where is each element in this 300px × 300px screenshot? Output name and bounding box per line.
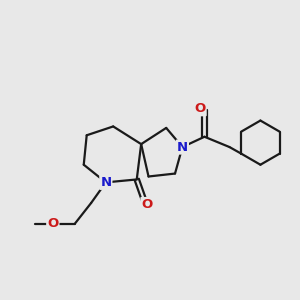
- Text: O: O: [194, 102, 206, 115]
- Text: O: O: [47, 217, 58, 230]
- Text: N: N: [100, 176, 111, 189]
- Text: O: O: [141, 198, 153, 211]
- Text: N: N: [177, 141, 188, 154]
